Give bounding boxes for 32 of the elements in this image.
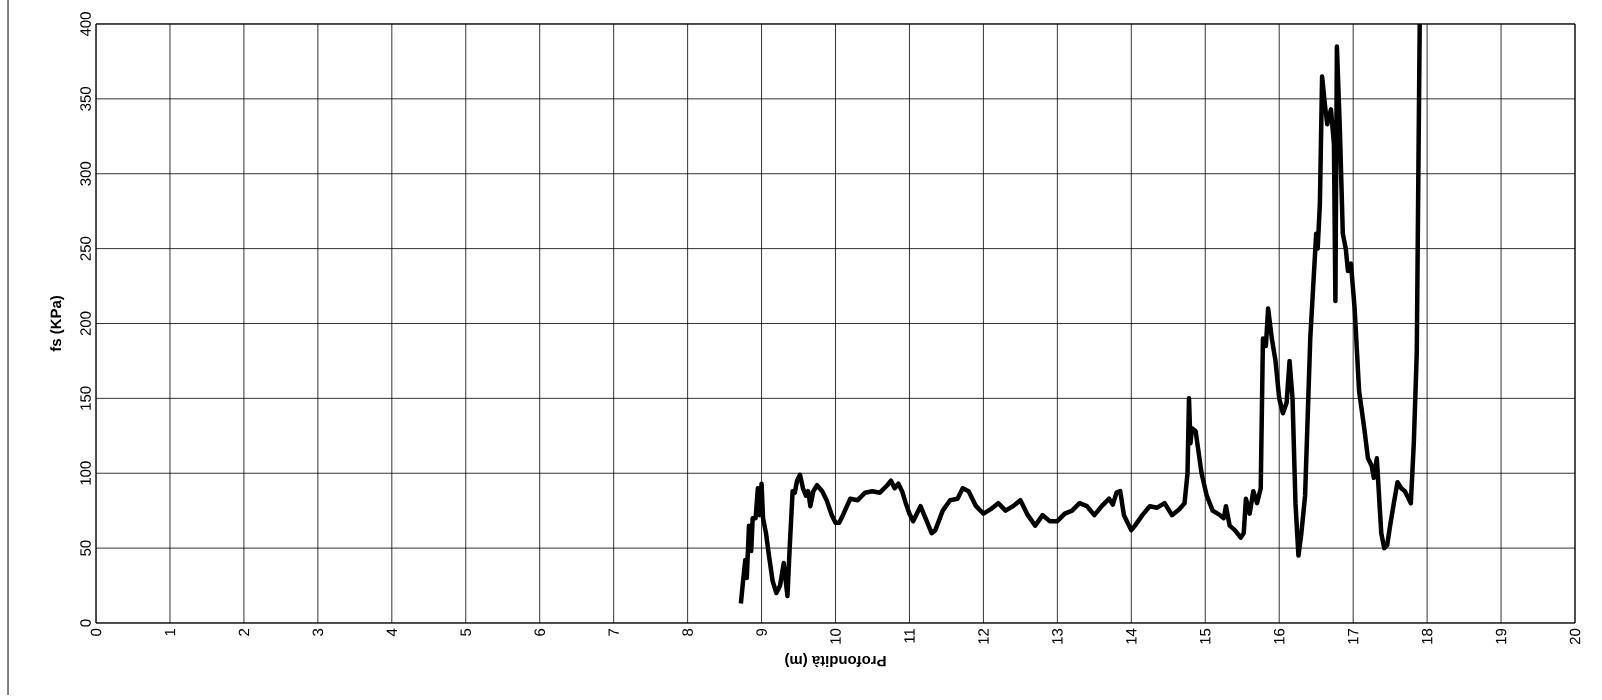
x-tick-label: 13 bbox=[1052, 628, 1063, 644]
x-tick-label: 4 bbox=[386, 628, 397, 637]
x-tick-label: 5 bbox=[460, 628, 471, 636]
x-tick-label: 16 bbox=[1273, 628, 1285, 644]
x-tick-label: 8 bbox=[682, 628, 693, 636]
x-tick-label: 15 bbox=[1200, 628, 1211, 644]
y-tick-label: 400 bbox=[80, 12, 91, 37]
x-tick-label: 3 bbox=[312, 628, 324, 636]
x-axis-title: Profondità (m) bbox=[785, 652, 886, 667]
x-tick-label: 2 bbox=[238, 628, 250, 636]
x-tick-label: 6 bbox=[534, 628, 545, 636]
y-tick-label: 250 bbox=[80, 236, 91, 261]
y-axis-title: fs (KPa) bbox=[50, 296, 65, 352]
x-tick-label: 0 bbox=[90, 628, 102, 636]
x-tick-label: 9 bbox=[756, 628, 767, 636]
y-tick-label: 200 bbox=[80, 311, 91, 336]
y-tick-label: 50 bbox=[80, 540, 91, 556]
x-tick-label: 1 bbox=[164, 628, 176, 636]
x-tick-label: 10 bbox=[830, 628, 841, 644]
x-tick-label: 11 bbox=[904, 628, 915, 643]
x-tick-label: 14 bbox=[1126, 628, 1137, 644]
x-tick-label: 20 bbox=[1569, 628, 1581, 645]
x-tick-label: 18 bbox=[1421, 628, 1433, 644]
x-tick-label: 17 bbox=[1348, 628, 1359, 644]
y-tick-label: 350 bbox=[80, 86, 91, 111]
x-tick-label: 7 bbox=[608, 628, 619, 636]
x-tick-label: 19 bbox=[1495, 628, 1507, 644]
y-tick-label: 100 bbox=[80, 461, 91, 485]
y-tick-label: 300 bbox=[80, 161, 91, 186]
x-tick-label: 12 bbox=[978, 628, 989, 644]
y-tick-label: 0 bbox=[80, 619, 91, 627]
y-tick-label: 150 bbox=[80, 386, 91, 410]
